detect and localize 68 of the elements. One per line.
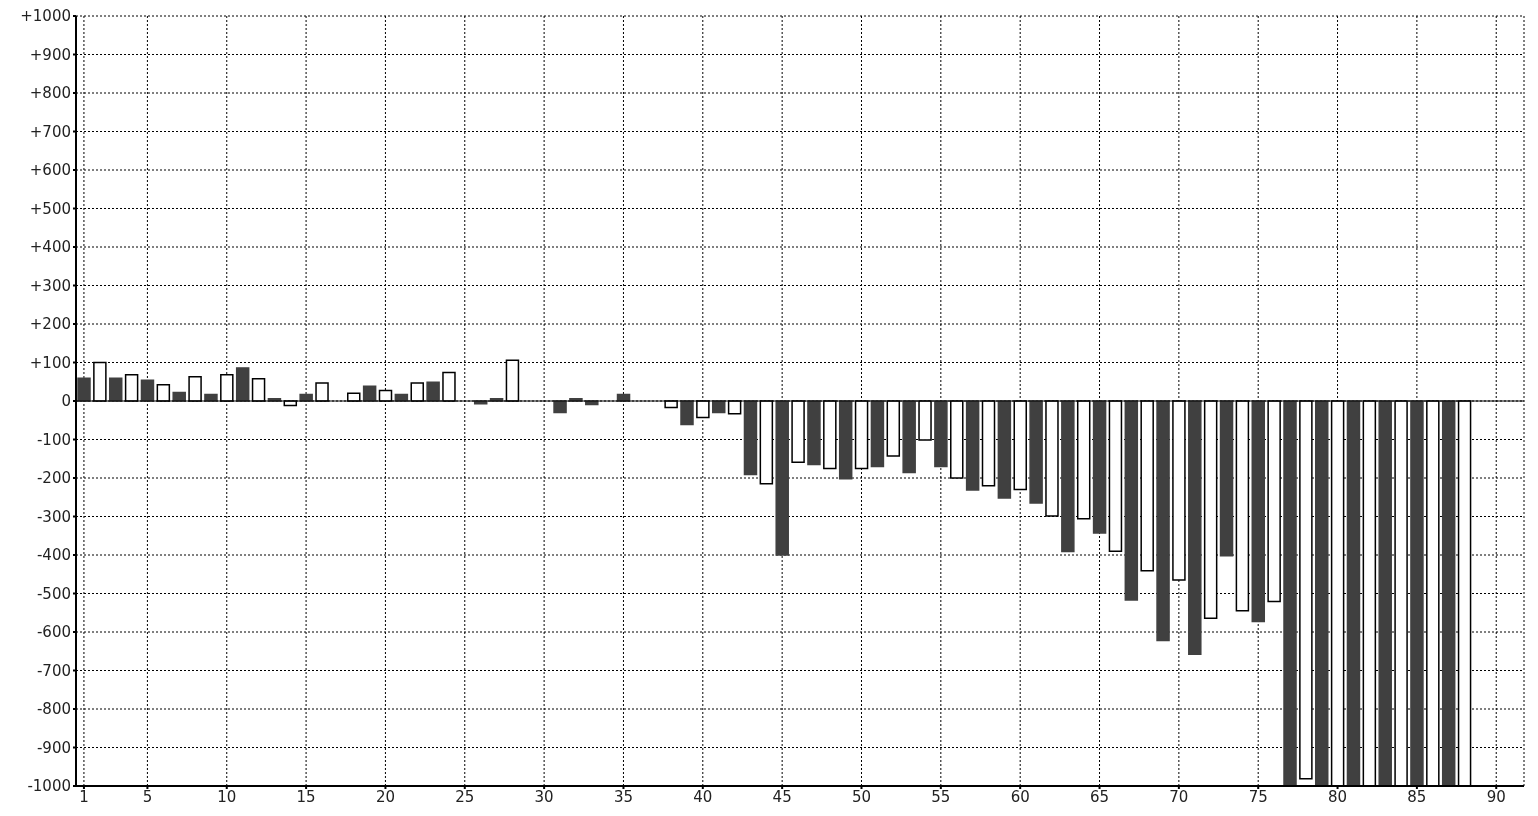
bar	[1219, 400, 1234, 557]
x-tick-label: 1	[79, 787, 89, 806]
y-tick-label: -700	[36, 661, 71, 680]
x-tick-label: 30	[534, 787, 554, 806]
bar	[775, 400, 789, 556]
x-tick-label: 50	[851, 787, 872, 806]
bar	[838, 400, 853, 480]
x-tick-label: 15	[296, 787, 316, 806]
bar	[1092, 400, 1107, 534]
y-tick-label: +200	[29, 315, 71, 334]
bar	[870, 400, 885, 468]
bar	[1188, 400, 1202, 656]
x-tick-label: 20	[375, 787, 395, 806]
x-tick-label: 40	[693, 787, 713, 806]
x-tick-label: 45	[772, 787, 792, 806]
bar	[1410, 400, 1424, 786]
y-tick-label: -500	[36, 584, 71, 603]
bar	[680, 400, 694, 426]
x-tick-label: 65	[1089, 787, 1110, 806]
x-tick-label: 90	[1486, 787, 1506, 806]
x-tick-label: 25	[455, 787, 475, 806]
x-tick-label: 70	[1169, 787, 1189, 806]
y-tick-label: -800	[36, 700, 71, 719]
bar	[1283, 400, 1297, 786]
bar	[1029, 400, 1043, 504]
bar	[934, 400, 948, 468]
y-tick-label: -400	[36, 546, 71, 565]
y-tick-label: -300	[36, 507, 71, 526]
bar	[1124, 400, 1139, 601]
bar	[1156, 400, 1170, 642]
bar	[1251, 400, 1266, 623]
bar	[1378, 400, 1392, 786]
y-tick-label: -600	[36, 623, 71, 642]
y-tick-label: +900	[29, 45, 71, 64]
bar	[1441, 400, 1456, 786]
x-tick-label: 5	[142, 787, 153, 806]
y-tick-label: +700	[29, 122, 71, 141]
bar	[1346, 400, 1361, 786]
x-tick-label: 75	[1248, 787, 1268, 806]
bar	[997, 400, 1012, 499]
x-tick-label: 10	[217, 787, 237, 806]
bar	[1314, 400, 1329, 786]
bar	[426, 381, 440, 402]
bar	[77, 377, 91, 402]
y-tick-label: +600	[29, 161, 71, 180]
bar	[1061, 400, 1075, 553]
y-tick-label: +800	[29, 84, 71, 103]
y-tick-label: +500	[29, 199, 71, 218]
bar	[902, 400, 916, 474]
bar	[140, 379, 155, 402]
x-tick-label: 55	[931, 787, 951, 806]
y-tick-label: 0	[61, 392, 71, 411]
y-tick-label: +1000	[20, 7, 71, 26]
y-tick-label: +100	[29, 353, 71, 372]
x-tick-label: 35	[613, 787, 634, 806]
x-tick-label: 85	[1407, 787, 1427, 806]
y-tick-label: -100	[36, 430, 71, 449]
bar	[743, 400, 758, 476]
y-tick-label: +300	[29, 276, 71, 295]
y-tick-label: -1000	[27, 777, 71, 796]
bar	[965, 400, 980, 491]
bar	[807, 400, 821, 466]
y-tick-label: -900	[36, 738, 71, 757]
bar	[235, 367, 250, 402]
y-tick-label: +400	[29, 238, 71, 257]
y-tick-label: -200	[36, 469, 71, 488]
x-tick-label: 80	[1328, 787, 1348, 806]
x-tick-label: 60	[1010, 787, 1030, 806]
